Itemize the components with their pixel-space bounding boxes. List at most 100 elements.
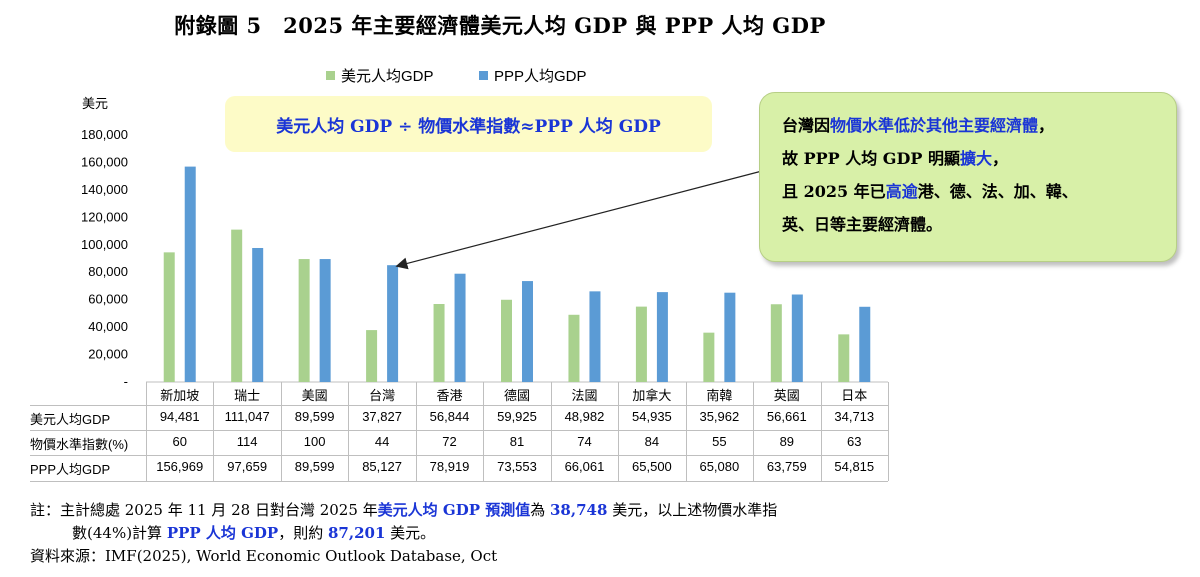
bar-usd bbox=[298, 259, 310, 382]
y-axis-label: 美元 bbox=[82, 96, 108, 111]
bar-ppp bbox=[252, 247, 264, 382]
x-tick-label: 香港 bbox=[436, 388, 463, 403]
table-cell: 89 bbox=[779, 434, 795, 449]
y-tick-label: 40,000 bbox=[88, 319, 128, 334]
table-cell: 78,919 bbox=[429, 459, 470, 474]
footnotes: 註：主計總處 2025 年 11 月 28 日對台灣 2025 年美元人均 GD… bbox=[30, 499, 777, 568]
table-cell: 63,759 bbox=[766, 459, 807, 474]
table-hline bbox=[30, 455, 888, 456]
y-tick-label: 20,000 bbox=[88, 347, 128, 362]
table-vline bbox=[888, 382, 889, 481]
bar-ppp bbox=[791, 294, 803, 382]
table-cell: 34,713 bbox=[834, 409, 875, 424]
table-vline bbox=[550, 382, 552, 481]
table-hline bbox=[30, 481, 888, 482]
table-row-label: PPP人均GDP bbox=[30, 462, 111, 477]
bar-ppp bbox=[589, 291, 601, 382]
bar-ppp bbox=[522, 281, 533, 382]
table-cell: 54,935 bbox=[632, 409, 672, 424]
y-tick-label: 100,000 bbox=[81, 237, 128, 252]
bar-usd bbox=[231, 229, 243, 382]
table-cell: 59,925 bbox=[497, 409, 537, 424]
table-vline bbox=[146, 382, 147, 481]
table-cell: 56,844 bbox=[429, 409, 470, 424]
bar-usd bbox=[635, 306, 647, 382]
table-cell: 81 bbox=[509, 434, 525, 449]
legend-item-ppp: PPP人均GDP bbox=[479, 65, 587, 86]
bar-ppp bbox=[454, 273, 466, 382]
x-tick-label: 台灣 bbox=[369, 388, 396, 403]
table-cell: 37,827 bbox=[362, 409, 402, 424]
table-cell: 74 bbox=[577, 434, 592, 449]
table-cell: 85,127 bbox=[362, 459, 402, 474]
source-note: 資料來源：IMF(2025), World Economic Outlook D… bbox=[30, 547, 498, 565]
bar-usd bbox=[433, 303, 445, 382]
table-cell: 35,962 bbox=[699, 409, 740, 424]
x-tick-label: 法國 bbox=[571, 388, 598, 403]
table-hline bbox=[30, 430, 888, 431]
bar-ppp bbox=[724, 292, 736, 382]
y-tick-label: 140,000 bbox=[81, 182, 128, 197]
table-vline bbox=[685, 382, 687, 481]
table-vline bbox=[753, 382, 755, 481]
table-cell: 73,553 bbox=[497, 459, 537, 474]
table-vline bbox=[483, 382, 485, 481]
table-cell: 89,599 bbox=[294, 459, 335, 474]
legend-item-usd: 美元人均GDP bbox=[326, 65, 434, 86]
table-cell: 65,500 bbox=[632, 459, 672, 474]
x-tick-label: 日本 bbox=[841, 388, 868, 403]
chart-title: 附錄圖 5 2025 年主要經濟體美元人均 GDP 與 PPP 人均 GDP bbox=[174, 13, 826, 38]
bar-usd bbox=[703, 332, 715, 382]
y-tick-label: 180,000 bbox=[81, 127, 128, 142]
table-cell: 156,969 bbox=[156, 459, 204, 474]
legend-label-ppp: PPP人均GDP bbox=[494, 68, 587, 85]
table-vline bbox=[415, 382, 417, 481]
formula-annotation: 美元人均 GDP ÷ 物價水準指數≈PPP 人均 GDP bbox=[225, 96, 712, 152]
x-tick-label: 瑞士 bbox=[234, 388, 261, 403]
legend-label-usd: 美元人均GDP bbox=[341, 68, 434, 85]
table-vline bbox=[213, 382, 215, 481]
x-tick-label: 英國 bbox=[773, 388, 800, 403]
table-cell: 54,815 bbox=[834, 459, 875, 474]
table-cell: 89,599 bbox=[294, 409, 335, 424]
table-row-label: 美元人均GDP bbox=[30, 412, 111, 427]
table-cell: 84 bbox=[644, 434, 660, 449]
table-row-label: 物價水準指數(%) bbox=[30, 437, 129, 452]
bar-ppp bbox=[656, 292, 668, 382]
callout-arrow bbox=[395, 170, 763, 270]
table-cell: 94,481 bbox=[159, 409, 200, 424]
legend-swatch-usd bbox=[326, 71, 335, 80]
table-vline bbox=[820, 382, 822, 481]
table-cell: 72 bbox=[442, 434, 457, 449]
table-cell: 44 bbox=[374, 434, 390, 449]
callout-line-3: 且 2025 年已高逾港、德、法、加、韓、 bbox=[782, 182, 1078, 201]
bar-ppp bbox=[859, 306, 871, 382]
y-tick-label: - bbox=[124, 374, 128, 389]
y-tick-label: 120,000 bbox=[81, 209, 128, 224]
table-hline bbox=[30, 405, 888, 406]
bar-usd bbox=[366, 330, 378, 382]
table-vline bbox=[348, 382, 350, 481]
legend-swatch-ppp bbox=[479, 71, 488, 80]
table-vline bbox=[280, 382, 282, 481]
table-cell: 56,661 bbox=[766, 409, 807, 424]
table-cell: 111,047 bbox=[224, 409, 270, 424]
table-cell: 48,982 bbox=[564, 409, 605, 424]
footnote-line-2: 數(44%)計算 PPP 人均 GDP，則約 87,201 美元。 bbox=[72, 524, 436, 542]
table-cell: 114 bbox=[236, 434, 258, 449]
callout-line-2: 故 PPP 人均 GDP 明顯擴大， bbox=[782, 149, 1008, 168]
table-cell: 60 bbox=[172, 434, 187, 449]
bar-usd bbox=[568, 314, 580, 382]
bar-usd bbox=[163, 252, 175, 382]
x-tick-label: 新加坡 bbox=[160, 388, 200, 403]
table-vline bbox=[618, 382, 620, 481]
footnote-line-1: 註：主計總處 2025 年 11 月 28 日對台灣 2025 年美元人均 GD… bbox=[30, 501, 778, 519]
bar-usd bbox=[770, 304, 782, 382]
bar-ppp bbox=[184, 166, 196, 382]
table-cell: 97,659 bbox=[227, 459, 268, 474]
y-tick-label: 60,000 bbox=[88, 292, 128, 307]
callout-line-4: 英、日等主要經濟體。 bbox=[782, 215, 943, 234]
callout-annotation: 台灣因物價水準低於其他主要經濟體， 故 PPP 人均 GDP 明顯擴大， 且 2… bbox=[759, 92, 1177, 262]
x-tick-label: 美國 bbox=[301, 388, 328, 403]
